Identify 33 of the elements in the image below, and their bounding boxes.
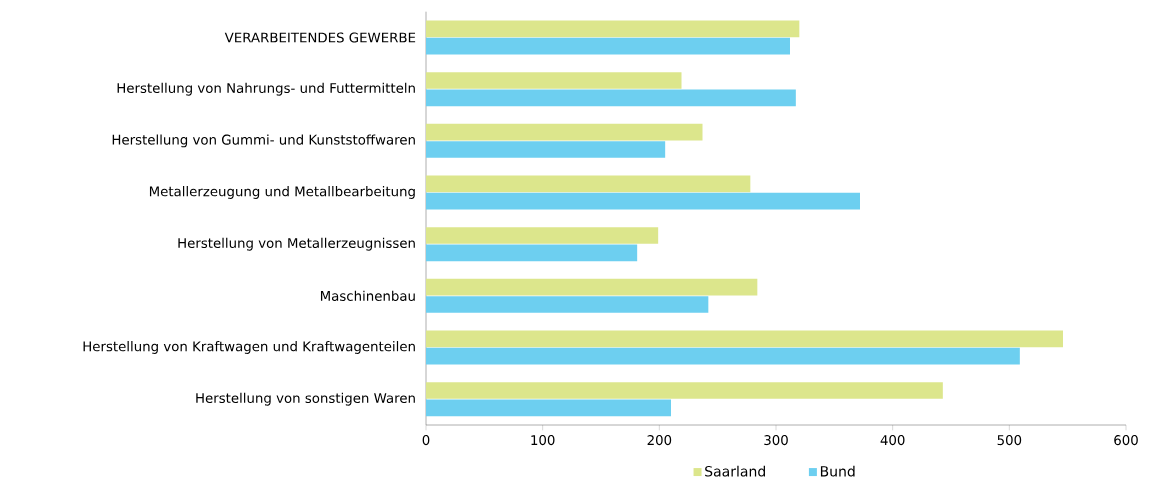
bar	[426, 192, 860, 210]
bar	[426, 278, 758, 296]
bar	[426, 244, 638, 262]
y-tick-label: Herstellung von Kraftwagen und Kraftwagenteilen	[83, 341, 415, 354]
y-tick-label: Herstellung von Nahrungs- und Futtermitteln	[117, 82, 415, 96]
bar	[426, 399, 671, 417]
y-tick-label: Maschinenbau	[320, 290, 415, 301]
x-tick-label: 500	[997, 435, 1022, 446]
bar	[426, 20, 800, 38]
y-tick-label: Metallerzeugung und Metallbearbeitung	[149, 186, 415, 199]
bar	[426, 296, 709, 313]
bar	[426, 382, 943, 399]
bar	[426, 330, 1063, 348]
bar	[426, 72, 682, 89]
x-tick-label: 0	[422, 435, 430, 446]
bar	[426, 347, 1020, 365]
x-tick-label: 200	[647, 435, 672, 446]
legend-label: Saarland	[705, 465, 765, 477]
legend-label: Bund	[820, 465, 855, 477]
x-tick-label: 100	[531, 435, 555, 446]
bar	[426, 123, 703, 141]
bar	[426, 141, 666, 158]
x-tick-label: 400	[880, 435, 905, 446]
y-tick-label: Herstellung von sonstigen Waren	[196, 392, 415, 406]
y-tick-label: Herstellung von Metallerzeugnissen	[178, 237, 415, 251]
y-tick-label: VERARBEITENDES GEWERBE	[224, 32, 416, 43]
x-tick-label: 600	[1114, 435, 1138, 446]
bar	[426, 37, 790, 55]
x-tick-label: 300	[764, 435, 788, 446]
bar	[426, 227, 659, 244]
bar	[426, 89, 796, 107]
y-tick-label: Herstellung von Gummi- und Kunststoffwaren	[112, 134, 415, 148]
bar	[426, 175, 751, 193]
